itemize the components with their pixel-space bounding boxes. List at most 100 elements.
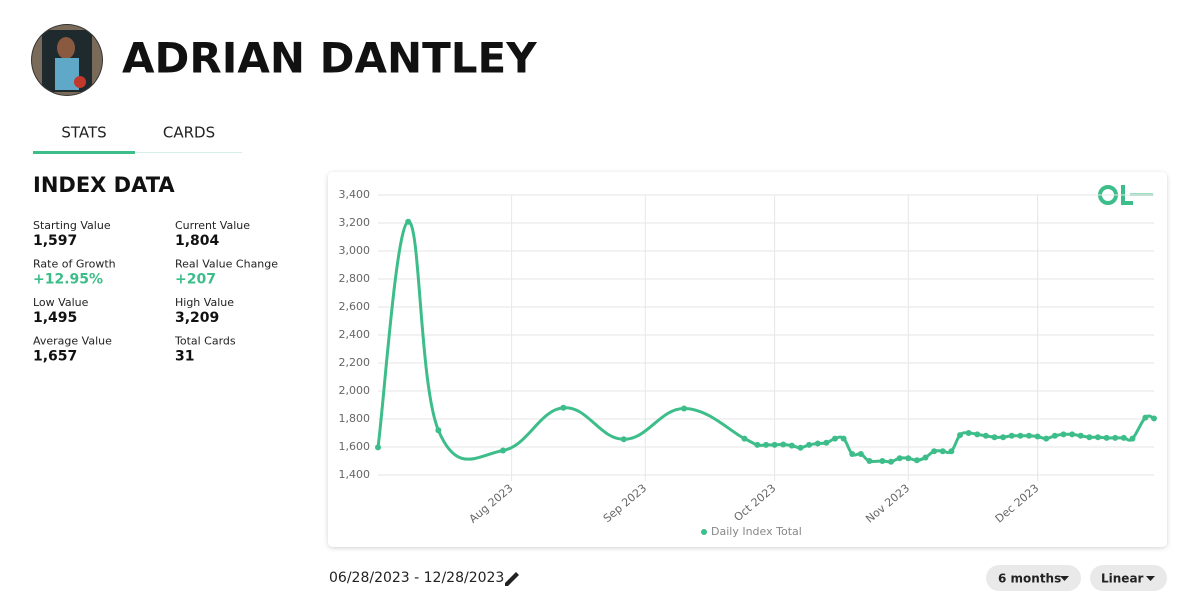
y-tick-label: 1,400 xyxy=(339,468,371,481)
point xyxy=(1069,431,1076,438)
point xyxy=(1142,414,1149,421)
point xyxy=(974,431,981,438)
point xyxy=(879,458,886,464)
point xyxy=(1086,434,1093,441)
point xyxy=(780,441,787,448)
point xyxy=(806,441,813,448)
stat-label: High Value xyxy=(175,296,234,309)
section-title: INDEX DATA xyxy=(33,173,175,197)
stat-label: Average Value xyxy=(33,335,112,348)
tab[interactable]: STATS xyxy=(61,124,106,142)
stat-value: +12.95% xyxy=(33,272,103,288)
stat-value: 1,597 xyxy=(33,233,77,249)
point xyxy=(620,436,627,443)
point xyxy=(1034,433,1041,440)
point xyxy=(560,404,567,411)
y-tick-label: 2,200 xyxy=(339,356,371,369)
legend-label: Daily Index Total xyxy=(711,525,802,538)
point xyxy=(991,434,998,441)
y-tick-label: 2,000 xyxy=(339,384,371,397)
point xyxy=(771,441,778,448)
point xyxy=(435,427,442,434)
point xyxy=(1025,432,1032,439)
avatar xyxy=(31,24,103,96)
date-range: 06/28/2023 - 12/28/2023 xyxy=(329,570,504,586)
point xyxy=(957,432,963,439)
point xyxy=(1129,435,1136,442)
point xyxy=(913,457,920,464)
tab-indicator xyxy=(33,151,135,154)
player-name: ADRIAN DANTLEY xyxy=(122,34,537,83)
point xyxy=(857,451,864,457)
y-tick-label: 3,000 xyxy=(339,244,371,257)
y-tick-label: 3,200 xyxy=(339,216,371,229)
point xyxy=(939,448,946,455)
stat-label: Low Value xyxy=(33,296,89,309)
dropdown-arrow xyxy=(1060,576,1069,581)
y-tick-label: 3,400 xyxy=(339,188,371,201)
range-label: 6 months xyxy=(998,572,1061,586)
y-tick-label: 1,800 xyxy=(339,412,371,425)
point xyxy=(763,441,769,448)
y-tick-label: 2,400 xyxy=(339,328,371,341)
stat-value: 1,657 xyxy=(33,349,77,365)
point xyxy=(888,458,895,465)
point xyxy=(1112,434,1119,441)
point xyxy=(982,432,989,439)
stat-value: 31 xyxy=(175,349,194,365)
point xyxy=(1051,432,1058,439)
stat-label: Starting Value xyxy=(33,219,111,232)
stat-label: Rate of Growth xyxy=(33,258,116,271)
point xyxy=(405,218,412,225)
point xyxy=(1151,415,1157,422)
tab-divider xyxy=(33,152,242,153)
dropdown-arrow xyxy=(1146,576,1155,581)
point xyxy=(375,444,381,451)
point xyxy=(931,448,938,455)
point xyxy=(831,435,838,442)
y-tick-label: 2,800 xyxy=(339,272,371,285)
point xyxy=(849,451,856,457)
point xyxy=(754,441,761,448)
y-tick-label: 1,600 xyxy=(339,440,371,453)
point xyxy=(788,442,795,449)
point xyxy=(896,455,903,462)
point xyxy=(905,455,912,462)
point xyxy=(1094,434,1101,441)
point xyxy=(948,448,955,455)
point xyxy=(681,405,688,412)
stat-value: 3,209 xyxy=(175,310,219,326)
edit-icon[interactable] xyxy=(505,572,519,586)
tab[interactable]: CARDS xyxy=(163,124,215,142)
point xyxy=(1120,434,1127,441)
stat-value: 1,495 xyxy=(33,310,77,326)
point xyxy=(1060,431,1067,438)
point xyxy=(1017,432,1024,439)
point xyxy=(840,435,847,442)
point xyxy=(866,458,873,464)
point xyxy=(1008,432,1015,439)
stat-label: Real Value Change xyxy=(175,258,278,271)
stat-value: 1,804 xyxy=(175,233,220,249)
legend-marker xyxy=(701,529,707,535)
y-tick-label: 2,600 xyxy=(339,300,371,313)
point xyxy=(741,435,748,442)
point xyxy=(1103,434,1110,441)
point xyxy=(814,440,821,447)
scale-label: Linear xyxy=(1101,572,1144,586)
stat-label: Total Cards xyxy=(174,335,236,348)
point xyxy=(797,444,804,451)
point xyxy=(1043,435,1050,442)
scale-button[interactable] xyxy=(1090,565,1167,591)
point xyxy=(965,430,972,436)
point xyxy=(823,439,830,446)
range-button[interactable] xyxy=(986,565,1081,591)
point xyxy=(1077,432,1084,439)
stat-label: Current Value xyxy=(175,219,250,232)
point xyxy=(1000,434,1007,441)
chart-card xyxy=(328,172,1167,547)
stat-value: +207 xyxy=(175,272,216,288)
